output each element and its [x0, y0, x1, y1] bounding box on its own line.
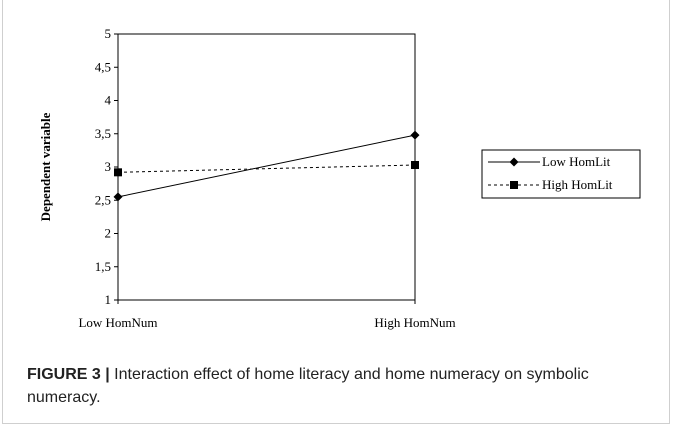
x-tick-label: High HomNum [374, 315, 455, 330]
plot-area [117, 33, 416, 301]
y-tick-label: 1,5 [95, 259, 111, 274]
legend-marker [510, 181, 518, 189]
y-tick-label: 3 [105, 159, 112, 174]
data-point-marker [113, 192, 123, 202]
figure-caption-text: Interaction effect of home literacy and … [27, 366, 589, 406]
y-axis-title: Dependent variable [38, 112, 53, 221]
y-tick-label: 4 [105, 93, 112, 108]
y-tick-label: 1 [105, 292, 112, 307]
x-tick-label: Low HomNum [78, 315, 157, 330]
series-line [117, 134, 416, 198]
data-point-marker [411, 161, 419, 170]
data-point-marker [410, 130, 420, 140]
series-line [117, 164, 416, 173]
y-tick-label: 2 [105, 226, 112, 241]
y-tick-label: 2,5 [95, 192, 111, 207]
x-axis: Low HomNum High HomNum [78, 300, 456, 330]
y-tick-label: 5 [105, 26, 112, 41]
legend-label: Low HomLit [542, 154, 611, 169]
series-0 [113, 130, 420, 202]
legend-box [481, 149, 641, 199]
legend-marker [509, 157, 519, 167]
series-group [113, 130, 420, 202]
legend-label: High HomLit [542, 177, 613, 192]
figure-label: FIGURE 3 | [27, 366, 110, 383]
series-1 [114, 161, 419, 177]
data-point-marker [114, 168, 122, 177]
y-tick-label: 3,5 [95, 126, 111, 141]
y-tick-label: 4,5 [95, 59, 111, 74]
y-axis: 1 1,5 2 2,5 3 3,5 4 4,5 5 [95, 26, 118, 307]
interaction-line-chart: 11,522,533,544,55 Low HomNum High HomNum … [38, 26, 641, 330]
legend: Low HomLit High HomLit [481, 149, 641, 199]
figure-caption: FIGURE 3 | Interaction effect of home li… [27, 363, 647, 409]
